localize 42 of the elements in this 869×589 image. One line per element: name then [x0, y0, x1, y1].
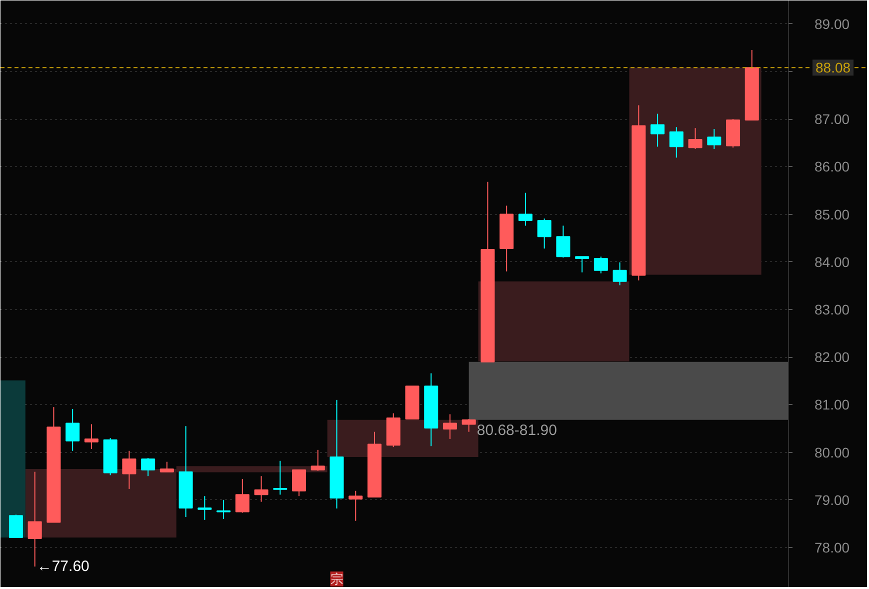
- candlestick: [216, 499, 231, 520]
- candlestick: [292, 469, 306, 497]
- candlestick: [556, 225, 570, 258]
- band-label: 80.68-81.90: [476, 422, 557, 439]
- candlestick: [537, 218, 552, 250]
- y-tick-label: 83.00: [814, 301, 850, 318]
- candlestick: [575, 256, 590, 273]
- candlestick: [273, 460, 288, 496]
- y-tick-label: 86.00: [814, 158, 850, 175]
- candlestick: [348, 490, 363, 522]
- candlestick: [650, 113, 665, 148]
- candlestick: [198, 496, 212, 520]
- ref-line-label: 88.08: [816, 60, 851, 76]
- candlestick: [462, 418, 476, 432]
- candlestick: [160, 461, 174, 472]
- candlestick: [612, 262, 627, 286]
- y-tick-label: 80.00: [814, 444, 850, 460]
- y-tick-label: 78.00: [814, 540, 850, 556]
- candlestick: [594, 256, 608, 274]
- candlestick: [310, 449, 325, 472]
- candlestick: [518, 192, 532, 226]
- y-tick-label: 82.00: [814, 349, 850, 366]
- candlestick: [28, 471, 42, 568]
- candlestick: [442, 414, 457, 440]
- candlestick: [122, 450, 136, 490]
- annotation: 宗: [330, 572, 344, 586]
- candlestick: [66, 408, 80, 452]
- candlestick: [669, 126, 684, 158]
- candlestick: [84, 424, 98, 450]
- candlestick: [707, 128, 722, 150]
- candlestick: [235, 478, 250, 514]
- candlestick: [8, 514, 23, 538]
- y-tick-label: 84.00: [814, 254, 850, 270]
- candlestick: [141, 458, 156, 477]
- annotation: ←77.60: [36, 558, 90, 576]
- y-tick-label: 89.00: [814, 16, 850, 32]
- y-tick-label: 85.00: [814, 206, 850, 222]
- y-tick-label: 79.00: [814, 492, 850, 508]
- y-tick-label: 87.00: [814, 111, 850, 128]
- y-tick-label: 81.00: [814, 396, 850, 413]
- candlestick: [688, 128, 702, 150]
- candlestick: [254, 476, 268, 502]
